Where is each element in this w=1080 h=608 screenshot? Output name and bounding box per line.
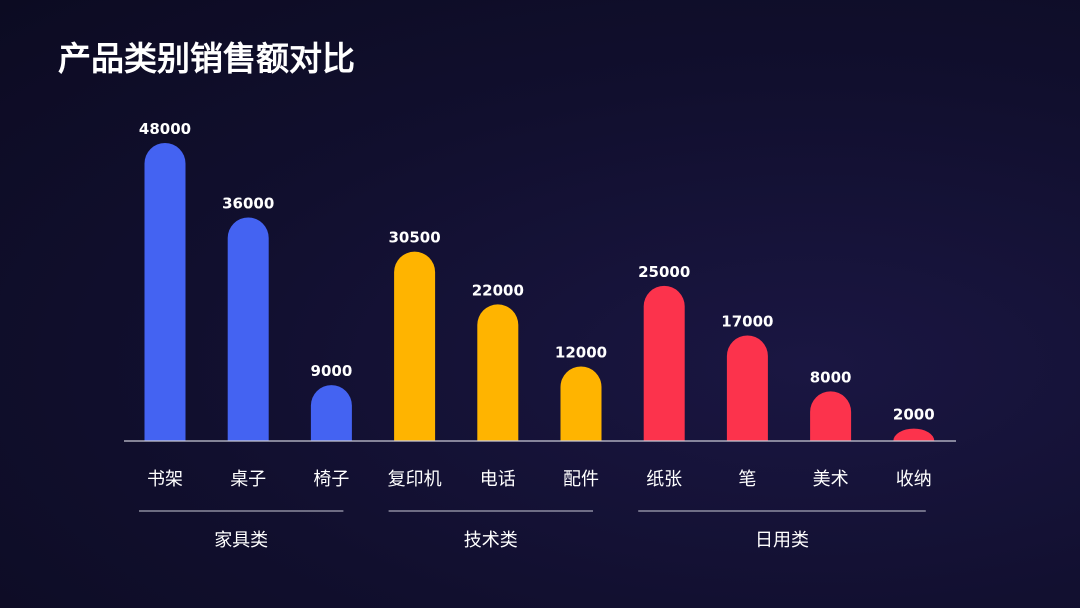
value-label: 17000: [721, 312, 773, 330]
category-label: 复印机: [388, 469, 442, 490]
value-label: 30500: [389, 229, 441, 247]
category-label: 美术: [813, 469, 849, 490]
category-label: 纸张: [646, 469, 682, 490]
category-label: 配件: [563, 469, 599, 490]
bar-电话: [477, 304, 519, 441]
category-label: 椅子: [313, 469, 349, 490]
bar-复印机: [394, 251, 436, 441]
bars-layer: [144, 142, 935, 441]
bar-桌子: [227, 217, 269, 441]
bar-书架: [144, 142, 186, 441]
value-label: 36000: [222, 195, 274, 213]
bar-收纳: [893, 428, 935, 441]
category-label: 收纳: [896, 469, 932, 490]
bar-椅子: [310, 385, 352, 441]
value-label: 2000: [893, 406, 935, 424]
chart-title: 产品类别销售额对比: [58, 39, 355, 78]
category-label: 桌子: [230, 469, 266, 490]
category-label: 书架: [147, 469, 183, 490]
bar-美术: [810, 391, 852, 441]
group-label: 技术类: [464, 530, 518, 551]
category-label: 电话: [480, 469, 516, 490]
bar-纸张: [643, 285, 685, 441]
group-label: 日用类: [755, 530, 809, 551]
group-label: 家具类: [214, 530, 268, 551]
bar-笔: [726, 335, 768, 441]
value-label: 25000: [638, 263, 690, 281]
value-label: 8000: [810, 368, 852, 386]
value-label: 48000: [139, 120, 191, 138]
category-label: 笔: [738, 469, 756, 490]
value-label: 9000: [311, 362, 353, 380]
groups-layer: 家具类 技术类 日用类: [139, 510, 926, 551]
labels-layer: 48000 书架 36000 桌子 9000 椅子 30500 复印机 22000 电话 12000…: [139, 120, 935, 490]
value-label: 12000: [555, 344, 607, 362]
value-label: 22000: [472, 281, 524, 299]
bar-配件: [560, 366, 602, 441]
